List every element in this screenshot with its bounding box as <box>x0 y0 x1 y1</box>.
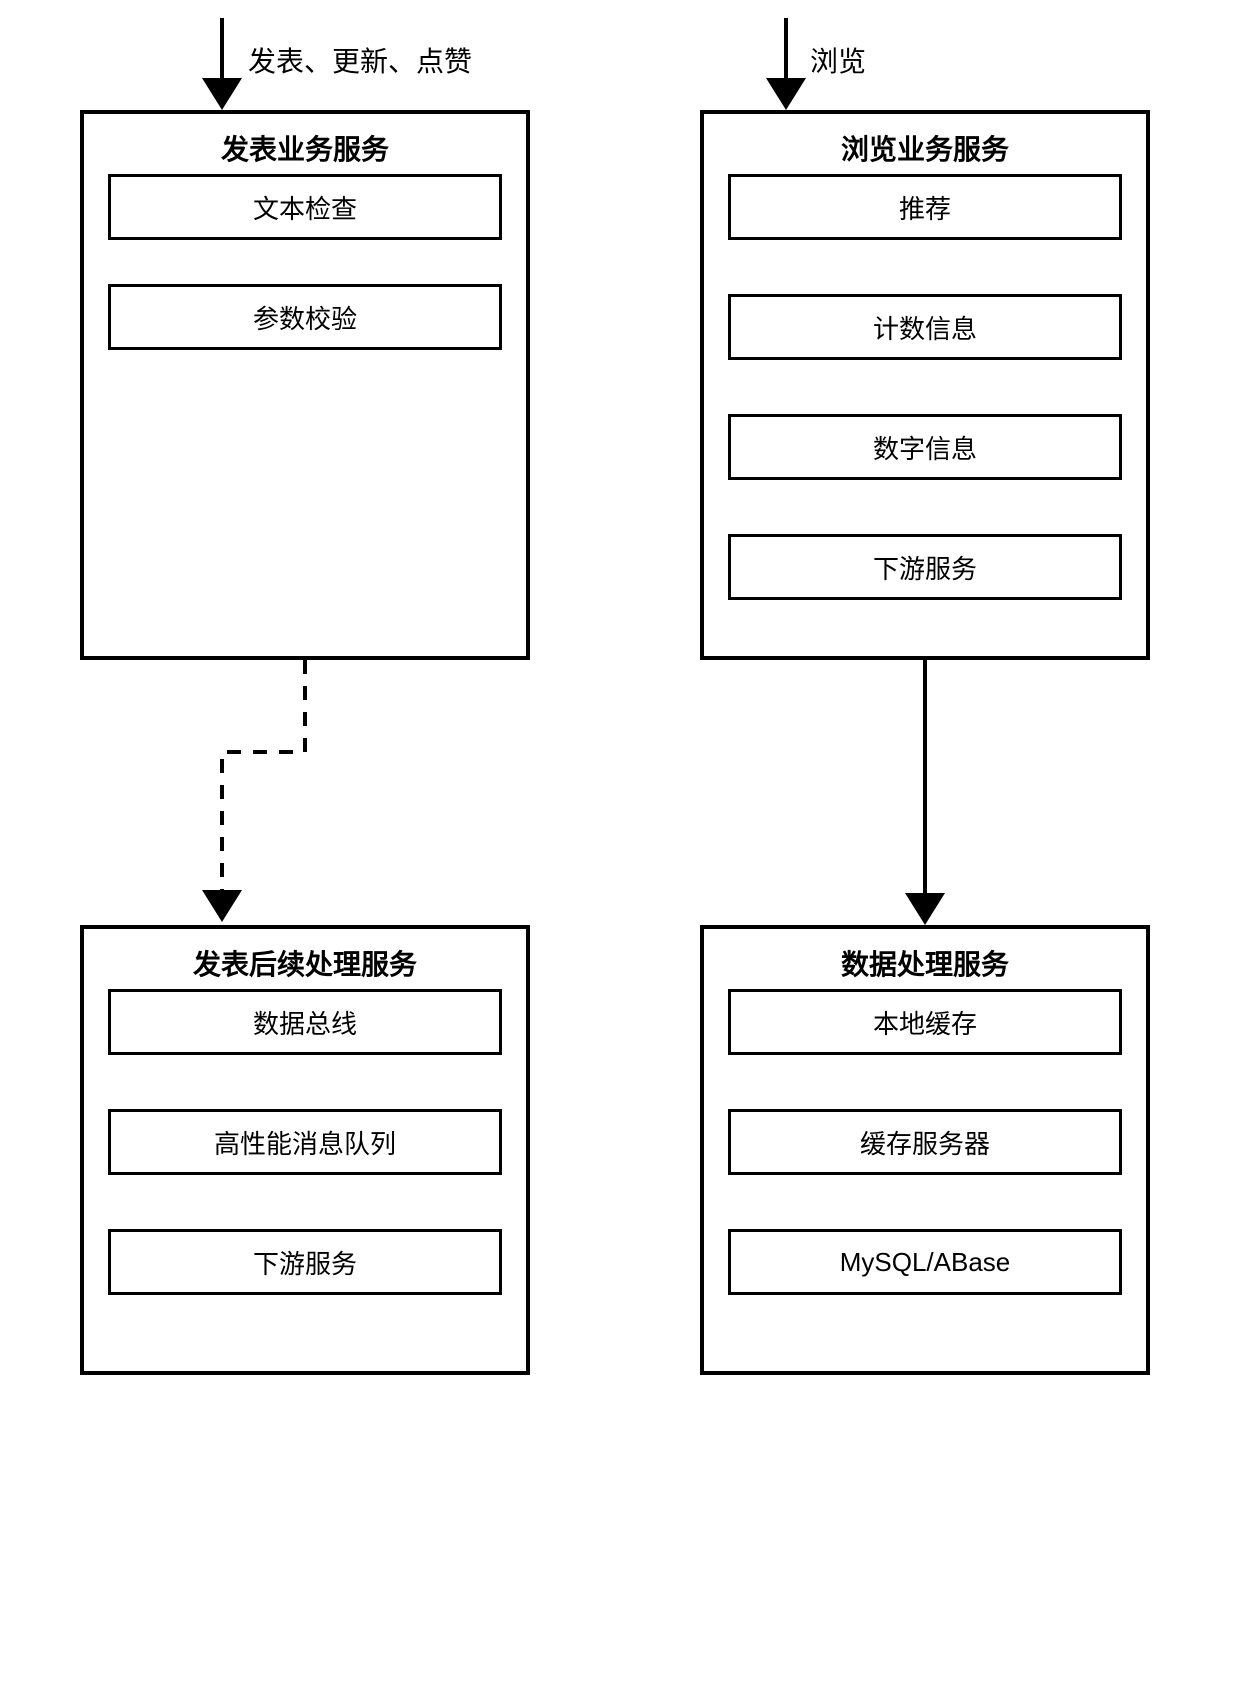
arrows-layer <box>0 0 1240 1681</box>
arrow-dashed <box>222 660 305 902</box>
